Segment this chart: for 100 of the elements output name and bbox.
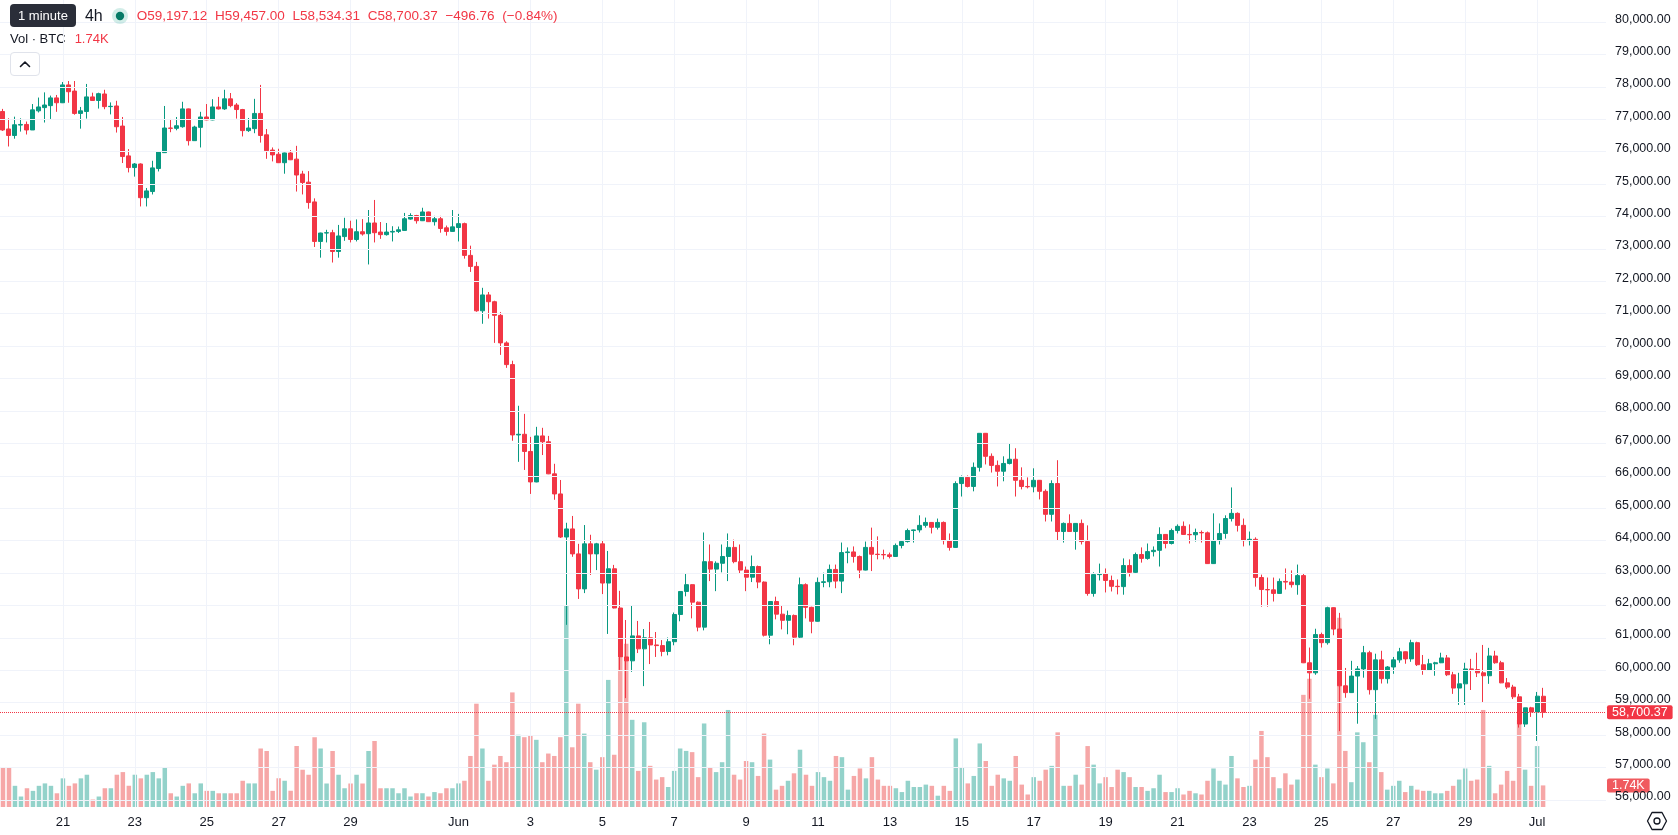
candlestick — [282, 152, 287, 175]
candlestick — [138, 162, 143, 207]
candlestick — [1127, 558, 1132, 578]
candlestick — [1409, 639, 1414, 663]
x-tick-label: 3 — [526, 814, 534, 829]
candlestick — [1535, 691, 1540, 742]
bar — [1067, 785, 1072, 807]
candlestick — [348, 220, 353, 243]
bar — [594, 769, 599, 807]
candlestick — [1403, 650, 1408, 665]
candlestick — [929, 521, 934, 534]
candlestick — [1121, 557, 1126, 596]
bar — [210, 790, 215, 807]
annotation: 1 minute — [10, 4, 76, 27]
y-tick-label: 80,000.00 — [1615, 11, 1671, 26]
y-tick-label: 57,000.00 — [1615, 756, 1671, 771]
candlestick — [1295, 564, 1300, 596]
bar — [1295, 779, 1300, 807]
bar — [426, 796, 431, 807]
y-tick-label: 58,000.00 — [1615, 724, 1671, 739]
y-tick-label: 62,000.00 — [1615, 594, 1671, 609]
candlestick — [630, 604, 635, 673]
bar — [1121, 772, 1126, 807]
candlestick — [60, 81, 65, 104]
x-tick-label: 17 — [1026, 814, 1041, 829]
candlestick — [1277, 578, 1282, 595]
bar — [360, 783, 365, 807]
candlestick — [186, 108, 191, 147]
bar — [420, 793, 425, 807]
bar — [588, 762, 593, 807]
y-tick-label: 79,000.00 — [1615, 43, 1671, 58]
candlestick — [642, 628, 647, 687]
bar — [1379, 772, 1384, 807]
bar — [432, 792, 437, 807]
bar — [354, 774, 359, 807]
x-tick-label: 9 — [742, 814, 750, 829]
candlestick — [965, 474, 970, 488]
candlestick — [1133, 552, 1138, 574]
candlestick — [1067, 513, 1072, 533]
x-tick-label: 23 — [127, 814, 143, 829]
y-tick-label: 65,000.00 — [1615, 497, 1671, 512]
candlestick — [1487, 647, 1492, 685]
y-tick-label: 77,000.00 — [1615, 108, 1671, 123]
candlestick — [24, 121, 29, 135]
y-tick-label: 75,000.00 — [1615, 173, 1671, 188]
bar — [1367, 762, 1372, 807]
bar — [414, 793, 419, 807]
x-tick-label: 25 — [199, 814, 214, 829]
y-tick-label: 63,000.00 — [1615, 562, 1671, 577]
bar — [1049, 765, 1054, 807]
x-tick-label: 13 — [882, 814, 898, 829]
annotation: 1.74K — [74, 31, 109, 46]
candlestick — [534, 426, 539, 483]
x-tick-label: 25 — [1314, 814, 1329, 829]
candlestick — [1193, 528, 1198, 543]
bar — [1061, 785, 1066, 807]
x-tick-label: Jul — [1528, 814, 1546, 829]
x-tick-label: Jun — [447, 814, 469, 829]
candlestick — [768, 601, 773, 645]
candlestick — [96, 92, 101, 110]
candlestick — [426, 211, 431, 223]
bar — [1373, 714, 1378, 807]
candlestick — [798, 577, 803, 639]
candlestick — [1049, 479, 1054, 522]
bar — [534, 739, 539, 807]
bar — [480, 748, 485, 807]
y-tick-label: 61,000.00 — [1615, 627, 1671, 642]
chart-title: 4h — [84, 5, 103, 26]
candlestick — [1073, 522, 1078, 551]
ref-line-label: 58,700.37 — [1612, 705, 1668, 720]
x-tick-label: 7 — [670, 814, 678, 829]
candlestick — [1325, 606, 1330, 646]
x-tick-label: 29 — [343, 814, 358, 829]
bar — [1163, 792, 1168, 807]
bar — [1325, 768, 1330, 807]
candlestick — [600, 540, 605, 595]
candlestick — [54, 94, 59, 113]
candlestick — [833, 564, 838, 589]
candlestick — [594, 542, 599, 571]
candlestick — [516, 405, 521, 463]
candlestick — [1247, 531, 1252, 546]
bar — [1193, 793, 1198, 807]
candlestick — [863, 541, 868, 571]
bar — [1277, 788, 1282, 807]
y-tick-label: 78,000.00 — [1615, 76, 1671, 91]
candlestick — [1367, 650, 1372, 696]
candlestick — [90, 92, 95, 102]
candlestick — [941, 520, 946, 545]
y-tick-label: 74,000.00 — [1615, 206, 1671, 220]
candlestick — [606, 550, 611, 635]
candlestick — [935, 518, 940, 531]
bar — [564, 605, 569, 807]
candlestick — [636, 620, 641, 654]
candlestick — [354, 218, 359, 242]
candlestick — [702, 531, 707, 631]
bar — [216, 793, 221, 807]
candlestick — [432, 215, 437, 227]
candlestick — [1379, 650, 1384, 685]
text: O59,197.12 H59,457.00 L58,534.31 C58,700.37 −496.76 (−0.84%) — [136, 8, 558, 23]
x-tick-label: 15 — [954, 814, 970, 829]
